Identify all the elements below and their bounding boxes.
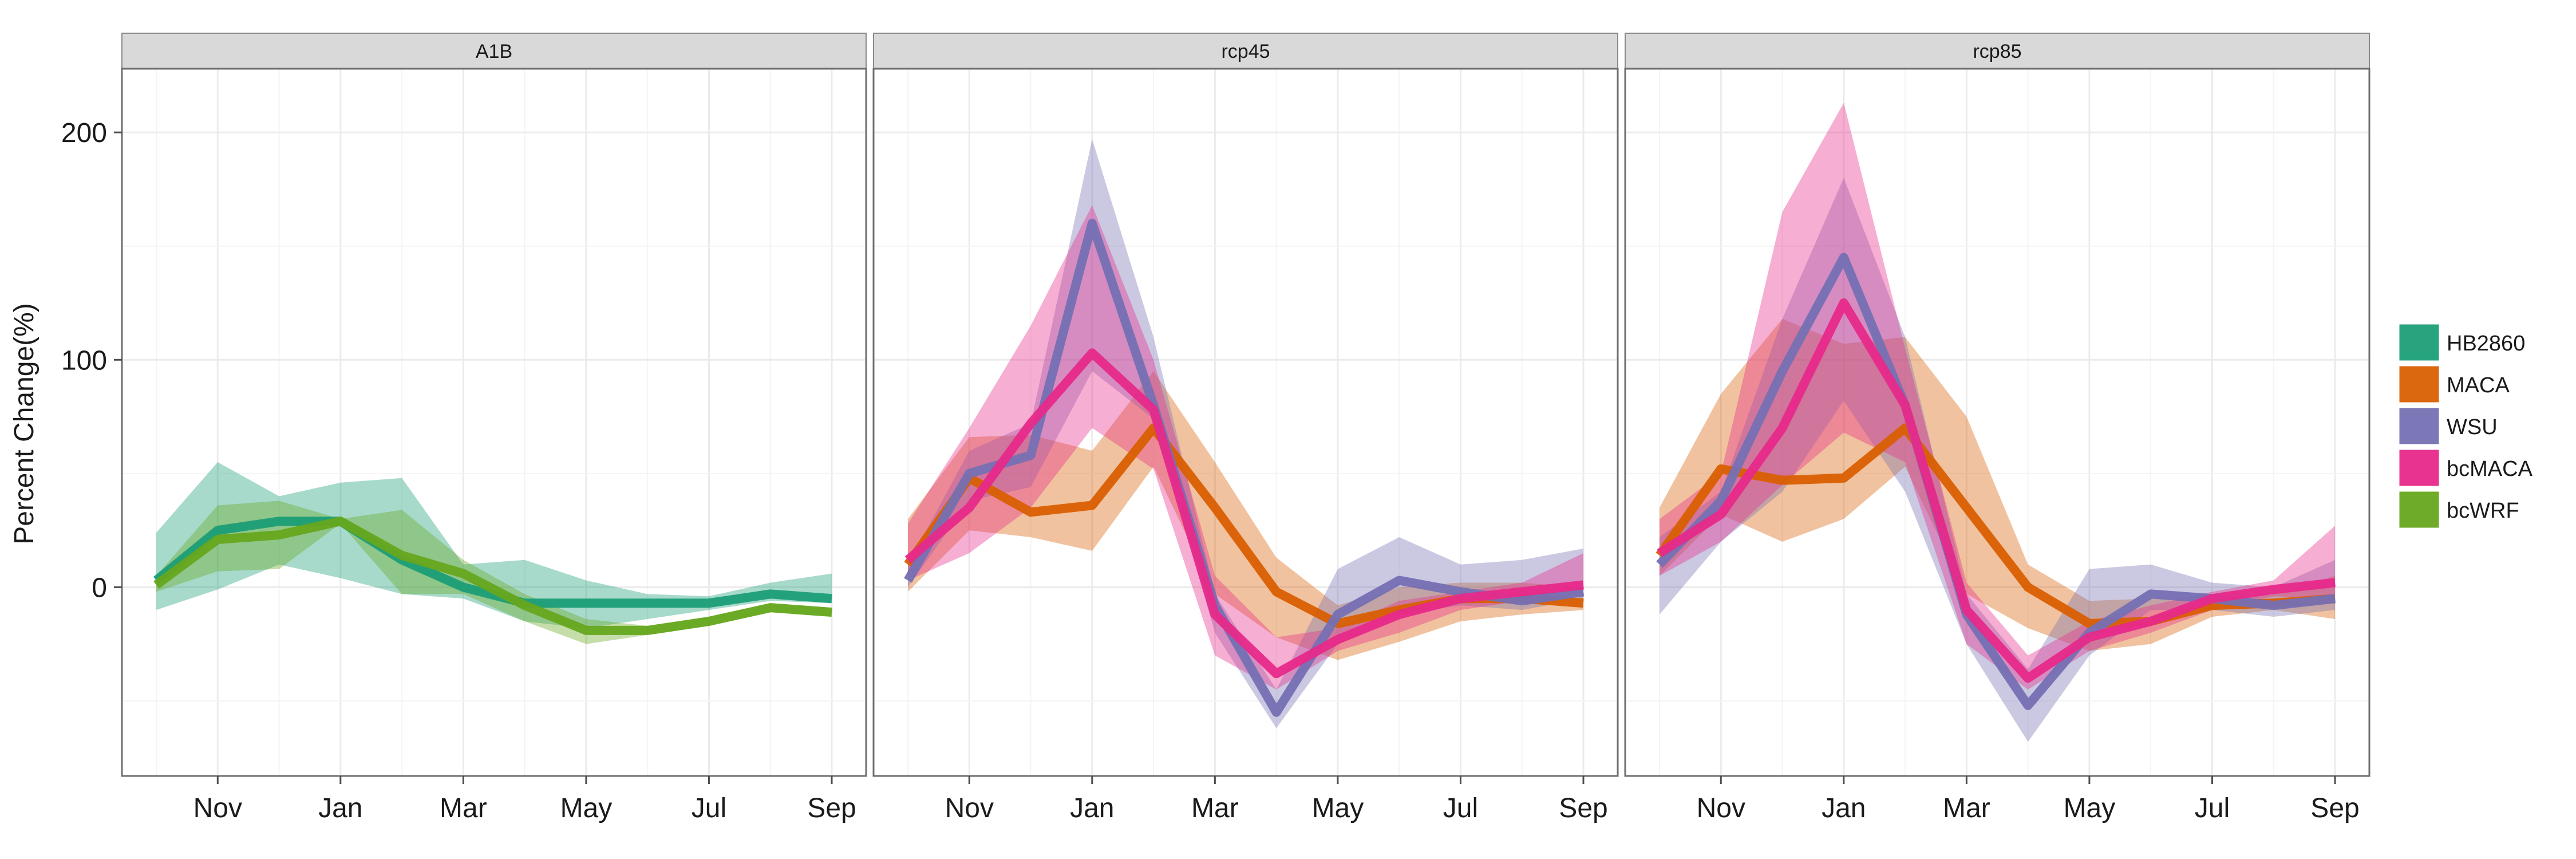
legend-label: MACA xyxy=(2447,373,2510,397)
legend-label: HB2860 xyxy=(2447,332,2525,356)
legend-label: bcMACA xyxy=(2447,457,2533,481)
legend-swatch xyxy=(2397,322,2441,362)
x-tick-label: Jul xyxy=(692,793,726,823)
x-tick-label: Jan xyxy=(318,793,362,823)
line-bcWRF xyxy=(153,517,832,635)
ribbons xyxy=(1660,103,2335,742)
x-tick-label: May xyxy=(1312,793,1364,823)
x-tick-label: Mar xyxy=(1943,793,1990,823)
legend-item-HB2860: HB2860 xyxy=(2397,322,2525,362)
panel-rcp85: rcp85 Nov Jan Mar May Jul Sep xyxy=(1624,33,2370,823)
y-tick-label: 0 xyxy=(92,573,107,603)
legend-swatch xyxy=(2397,364,2441,404)
line-MACA xyxy=(1656,423,2336,628)
panel-background xyxy=(122,69,866,776)
x-tick-label: Mar xyxy=(440,793,487,823)
x-axis: Nov Jan Mar May Jul Sep xyxy=(1697,776,2360,823)
legend-swatch xyxy=(2397,406,2441,446)
facet-strip-label: A1B xyxy=(476,41,512,62)
facet-strip-label: rcp85 xyxy=(1973,41,2021,62)
x-axis: Nov Jan Mar May Jul Sep xyxy=(193,776,856,823)
ribbon-bcMACA xyxy=(908,205,1583,690)
panel-border xyxy=(121,68,867,777)
series-lines xyxy=(153,517,832,635)
x-tick-label: Sep xyxy=(807,793,856,823)
facet-strip-label: rcp45 xyxy=(1221,41,1270,62)
panel-A1B: A1B Nov Jan Mar May Jul Sep xyxy=(121,33,867,823)
series-lines xyxy=(904,219,1585,717)
panel-border xyxy=(1624,68,2370,777)
legend-label: bcWRF xyxy=(2447,499,2519,523)
x-tick-label: Jan xyxy=(1070,793,1114,823)
legend-swatch xyxy=(2397,490,2441,530)
panel-border xyxy=(872,68,1619,777)
ribbon-bcWRF xyxy=(156,501,832,644)
facet-strip xyxy=(1625,33,2370,69)
panels-layer: A1B Nov Jan Mar May Jul Sep rcp45 Nov Jan Mar May Ju… xyxy=(121,33,2370,823)
x-tick-label: Mar xyxy=(1191,793,1239,823)
gridlines xyxy=(874,69,1618,776)
x-tick-label: Jul xyxy=(2195,793,2230,823)
panel-rcp45: rcp45 Nov Jan Mar May Jul Sep xyxy=(872,33,1619,823)
series-lines xyxy=(1656,253,2336,710)
x-axis: Nov Jan Mar May Jul Sep xyxy=(945,776,1608,823)
x-tick-label: Sep xyxy=(2310,793,2359,823)
ribbon-bcMACA xyxy=(1660,103,2335,690)
line-bcMACA xyxy=(1657,298,2336,683)
legend-label: WSU xyxy=(2447,415,2498,439)
y-tick-label: 100 xyxy=(61,345,107,376)
legend-item-bcMACA: bcMACA xyxy=(2397,448,2533,488)
x-tick-label: May xyxy=(560,793,613,823)
ribbons xyxy=(156,462,832,644)
x-tick-label: Nov xyxy=(945,793,994,823)
legend: HB2860 MACA WSU bcMACA bcWRF xyxy=(2397,322,2533,530)
x-tick-label: Sep xyxy=(1559,793,1607,823)
gridlines xyxy=(1625,69,2369,776)
x-tick-label: May xyxy=(2064,793,2116,823)
facet-strip xyxy=(121,33,867,69)
y-tick-label: 200 xyxy=(61,118,107,148)
ribbon-WSU xyxy=(1660,178,2335,742)
y-axis-title: Percent Change(%) xyxy=(9,303,39,545)
x-tick-label: Nov xyxy=(1697,793,1745,823)
x-tick-label: Nov xyxy=(193,793,242,823)
gridlines xyxy=(122,69,866,776)
legend-item-MACA: MACA xyxy=(2397,364,2510,404)
line-HB2860 xyxy=(153,517,832,608)
y-axis: 0 100 200 xyxy=(61,118,122,603)
ribbon-MACA xyxy=(1660,318,2335,651)
x-tick-label: Jul xyxy=(1443,793,1478,823)
legend-item-bcWRF: bcWRF xyxy=(2397,490,2519,530)
legend-swatch xyxy=(2397,448,2441,488)
line-bcMACA xyxy=(904,348,1584,679)
legend-item-WSU: WSU xyxy=(2397,406,2498,446)
ribbon-HB2860 xyxy=(156,462,832,628)
x-tick-label: Jan xyxy=(1822,793,1866,823)
